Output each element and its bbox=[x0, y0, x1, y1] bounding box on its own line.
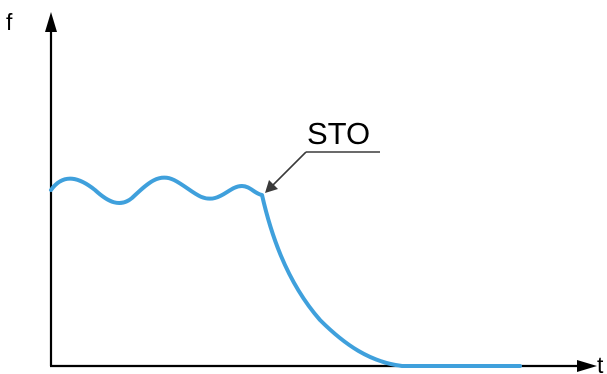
frequency-curve bbox=[49, 175, 522, 368]
y-axis-label: f bbox=[6, 9, 13, 35]
sto-label: STO bbox=[307, 116, 370, 151]
y-axis-arrowhead bbox=[45, 12, 57, 32]
x-axis-arrowhead bbox=[577, 360, 597, 372]
sto-leader-pointer bbox=[271, 151, 307, 187]
x-axis-label: t bbox=[597, 352, 604, 374]
sto-leader-arrowhead bbox=[265, 180, 278, 193]
